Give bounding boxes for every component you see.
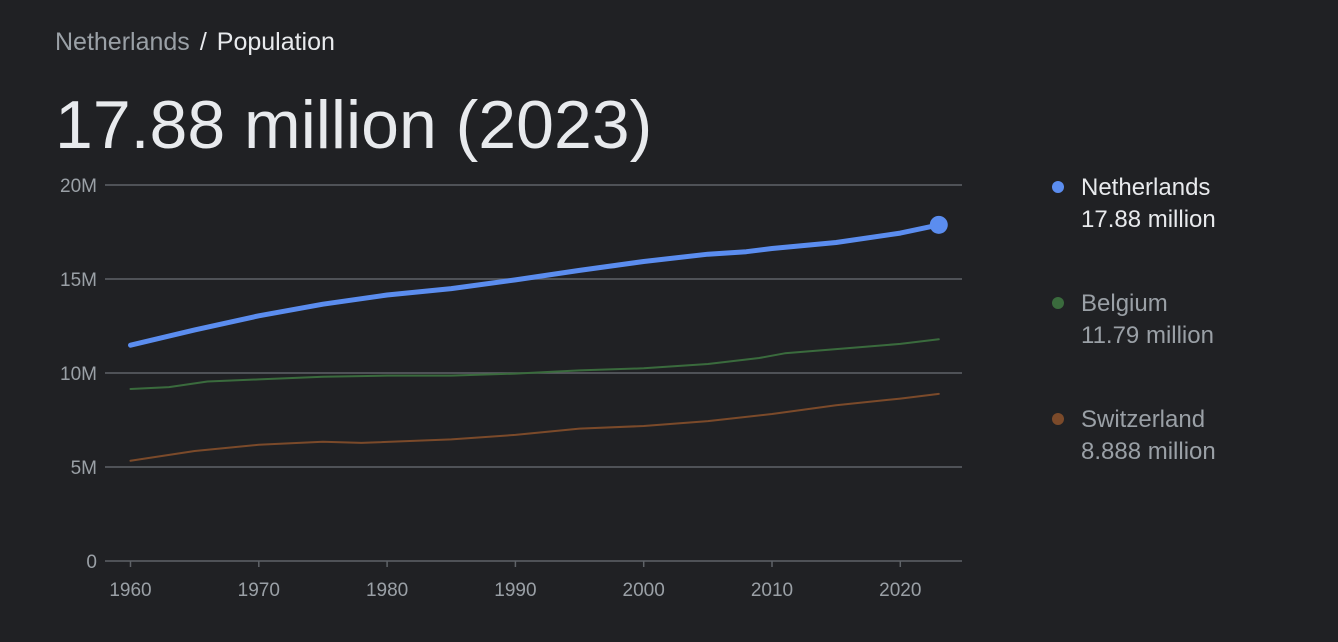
series-end-marker-netherlands [929, 215, 948, 234]
y-tick-label: 20M [60, 176, 97, 197]
y-tick-label: 0 [86, 552, 97, 573]
x-tick-label: 1980 [366, 580, 408, 601]
legend-series-name: Belgium [1081, 290, 1168, 317]
x-tick-label: 2010 [751, 580, 793, 601]
series-line-switzerland [129, 392, 940, 462]
legend-dot-icon [1052, 181, 1064, 193]
x-tick-label: 1960 [109, 580, 151, 601]
legend-dot-icon [1052, 413, 1064, 425]
legend-series-value: 11.79 million [1081, 322, 1214, 349]
legend-series-name: Netherlands [1081, 174, 1211, 201]
breadcrumb-separator: / [199, 28, 207, 56]
y-tick-label: 5M [71, 458, 97, 479]
x-tick-label: 1970 [238, 580, 280, 601]
y-tick-label: 15M [60, 270, 97, 291]
breadcrumb-link-netherlands[interactable]: Netherlands [55, 28, 190, 56]
x-tick-label: 2020 [879, 580, 921, 601]
legend-dot-icon [1052, 297, 1064, 309]
population-headline: 17.88 million (2023) [55, 87, 653, 163]
series-line-belgium [129, 338, 940, 390]
legend-series-name: Switzerland [1081, 406, 1206, 433]
y-tick-label: 10M [60, 364, 97, 385]
x-tick-label: 2000 [623, 580, 665, 601]
series-line-netherlands [128, 222, 942, 348]
breadcrumb-current: Population [216, 28, 335, 56]
breadcrumb: Netherlands / Population [55, 26, 335, 58]
x-tick-label: 1990 [494, 580, 536, 601]
legend-series-value: 8.888 million [1081, 438, 1216, 465]
population-line-chart[interactable]: 0 5M 10M 15M 20M 1960 1970 1980 1990 2000 2010 2020 [0, 0, 962, 642]
legend-series-value: 17.88 million [1081, 206, 1216, 233]
